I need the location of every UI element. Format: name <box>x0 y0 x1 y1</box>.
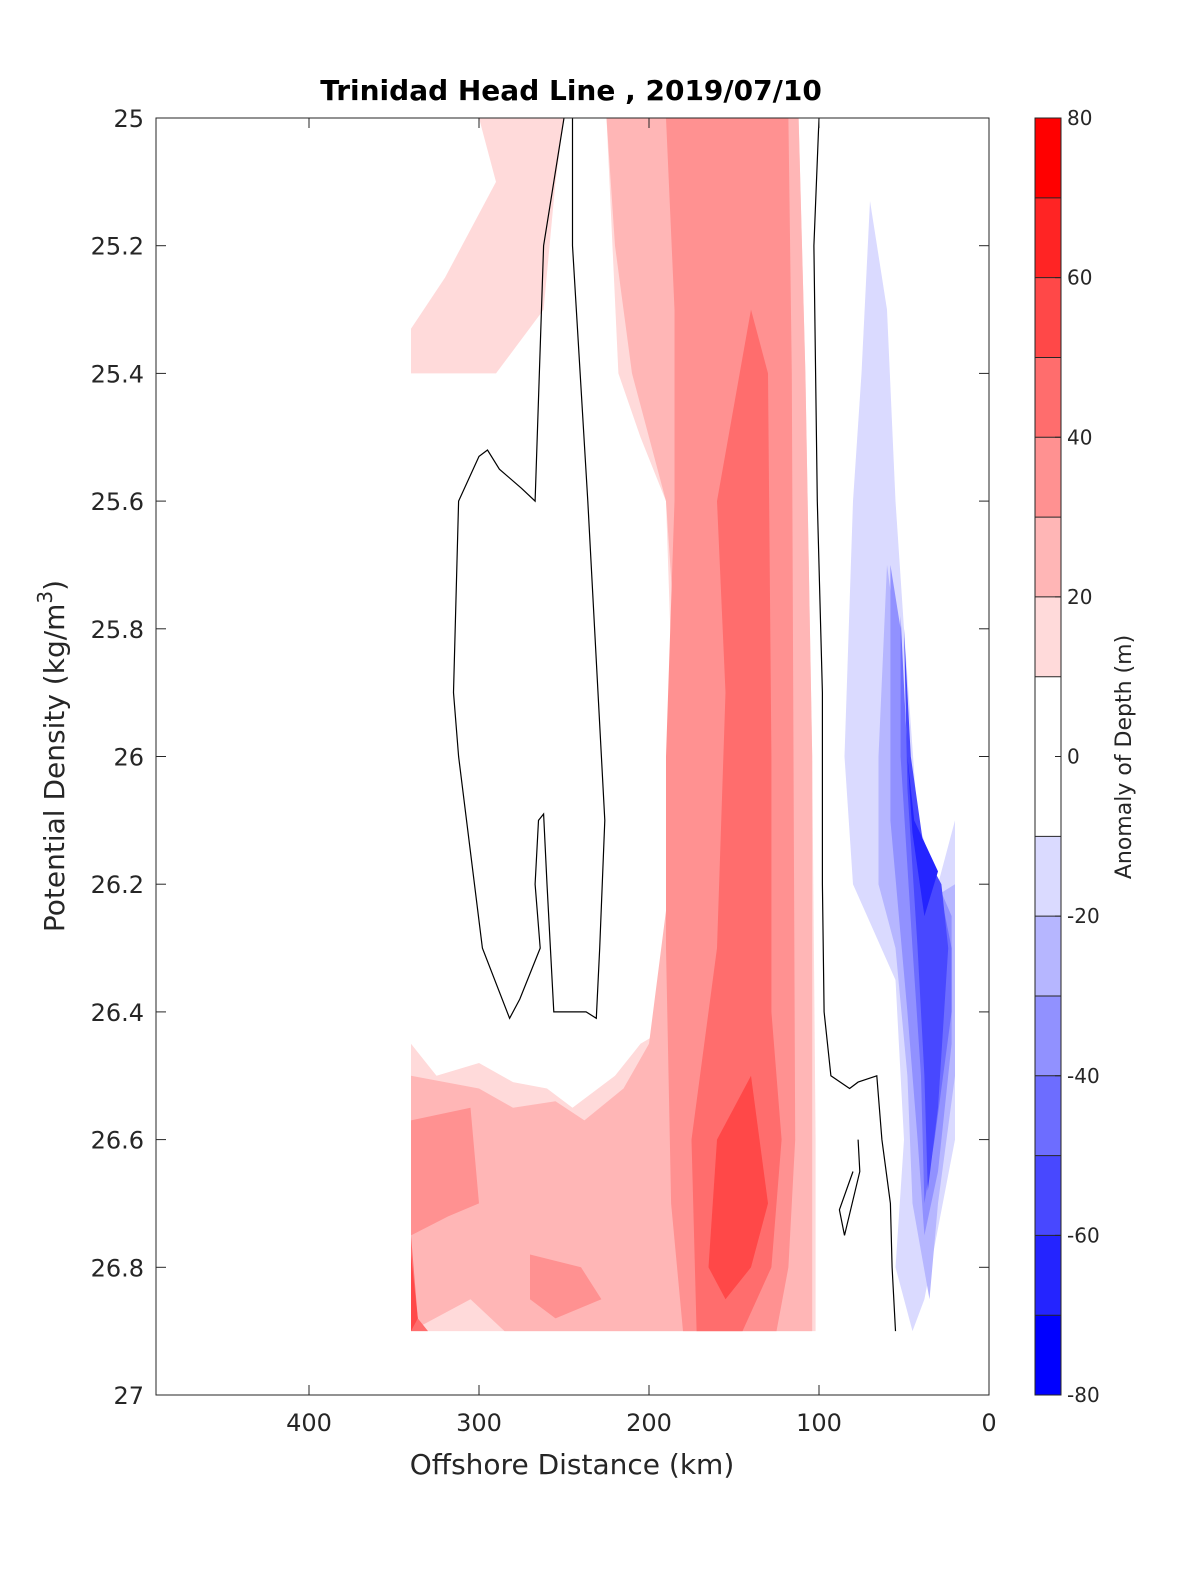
colorbar-tick-label: 20 <box>1067 585 1092 609</box>
contour-region-30-6 <box>530 1254 602 1319</box>
colorbar-axis: 80 60 40 20 0 -20 -40 -60 -80 <box>1055 106 1100 1407</box>
colorbar-band <box>1035 916 1061 996</box>
colorbar-label: Anomaly of Depth (m) <box>1112 635 1137 879</box>
y-tick-label: 25.8 <box>91 616 144 644</box>
colorbar <box>1035 117 1061 1396</box>
contour-region-40-7 <box>691 309 782 1332</box>
y-tick-label: 27 <box>113 1382 144 1410</box>
y-axis: 25 25.2 25.4 25.6 25.8 26 26.2 26.4 26.6 26.8 27 <box>91 105 989 1410</box>
colorbar-frame <box>1034 117 1062 1396</box>
colorbar-band <box>1035 596 1061 677</box>
x-tick-label: 100 <box>796 1409 842 1437</box>
contour-region-10-2 <box>411 118 683 1108</box>
y-tick-label: 25.2 <box>91 233 144 261</box>
colorbar-band <box>1035 197 1061 278</box>
colorbar-tick-label: 40 <box>1067 425 1092 449</box>
contour-region-50-10 <box>411 1254 418 1332</box>
zero-contour-line-0 <box>452 118 606 1020</box>
colorbar-tick-label: -80 <box>1067 1383 1100 1407</box>
colorbar-band <box>1035 995 1061 1076</box>
colorbar-tick-label: 0 <box>1067 745 1080 769</box>
colorbar-band <box>1035 277 1061 358</box>
colorbar-band <box>1035 836 1061 917</box>
colorbar-tick-label: -20 <box>1067 904 1100 928</box>
colorbar-band <box>1035 1155 1061 1236</box>
zero-contour-line-1 <box>813 118 897 1332</box>
y-tick-label: 25.4 <box>91 360 144 388</box>
x-tick-label: 300 <box>456 1409 502 1437</box>
contour-fill-layer <box>411 118 955 1332</box>
colorbar-band <box>1035 517 1061 597</box>
y-tick-label: 26.6 <box>91 1127 144 1155</box>
contour-region-30-5 <box>411 1107 479 1236</box>
contour-region-50-9 <box>708 1075 768 1300</box>
x-axis: 400 300 200 100 0 <box>286 118 997 1437</box>
zero-contour-layer <box>452 118 897 1332</box>
y-axis-label: Potential Density (kg/m3) <box>33 580 71 932</box>
y-axis-label-sup: 3 <box>33 591 57 604</box>
colorbar-band <box>1035 1235 1061 1316</box>
y-tick-label: 26.4 <box>91 999 144 1027</box>
x-tick-label: 200 <box>626 1409 672 1437</box>
colorbar-band <box>1035 1075 1061 1156</box>
colorbar-band <box>1035 1315 1061 1395</box>
y-tick-label: 25 <box>113 105 144 133</box>
y-axis-label-close: ) <box>38 580 71 591</box>
colorbar-band <box>1035 357 1061 438</box>
y-axis-label-main: Potential Density (kg/m <box>38 604 71 933</box>
contour-region--70-16 <box>907 756 938 917</box>
y-tick-label: 26 <box>113 744 144 772</box>
y-tick-label: 26.2 <box>91 871 144 899</box>
colorbar-band <box>1035 437 1061 518</box>
x-tick-label: 0 <box>981 1409 996 1437</box>
x-tick-label: 400 <box>286 1409 332 1437</box>
y-tick-label: 25.6 <box>91 488 144 516</box>
colorbar-tick-label: -60 <box>1067 1223 1100 1247</box>
colorbar-tick-label: -40 <box>1067 1064 1100 1088</box>
colorbar-tick-label: 80 <box>1067 106 1092 130</box>
chart-title: Trinidad Head Line , 2019/07/10 <box>320 74 822 107</box>
x-axis-label: Offshore Distance (km) <box>410 1448 735 1481</box>
colorbar-band <box>1035 118 1061 198</box>
contour-region-10-1 <box>411 118 496 329</box>
zero-contour-line-2 <box>838 1139 861 1236</box>
y-tick-label: 26.8 <box>91 1254 144 1282</box>
colorbar-tick-label: 60 <box>1067 266 1092 290</box>
